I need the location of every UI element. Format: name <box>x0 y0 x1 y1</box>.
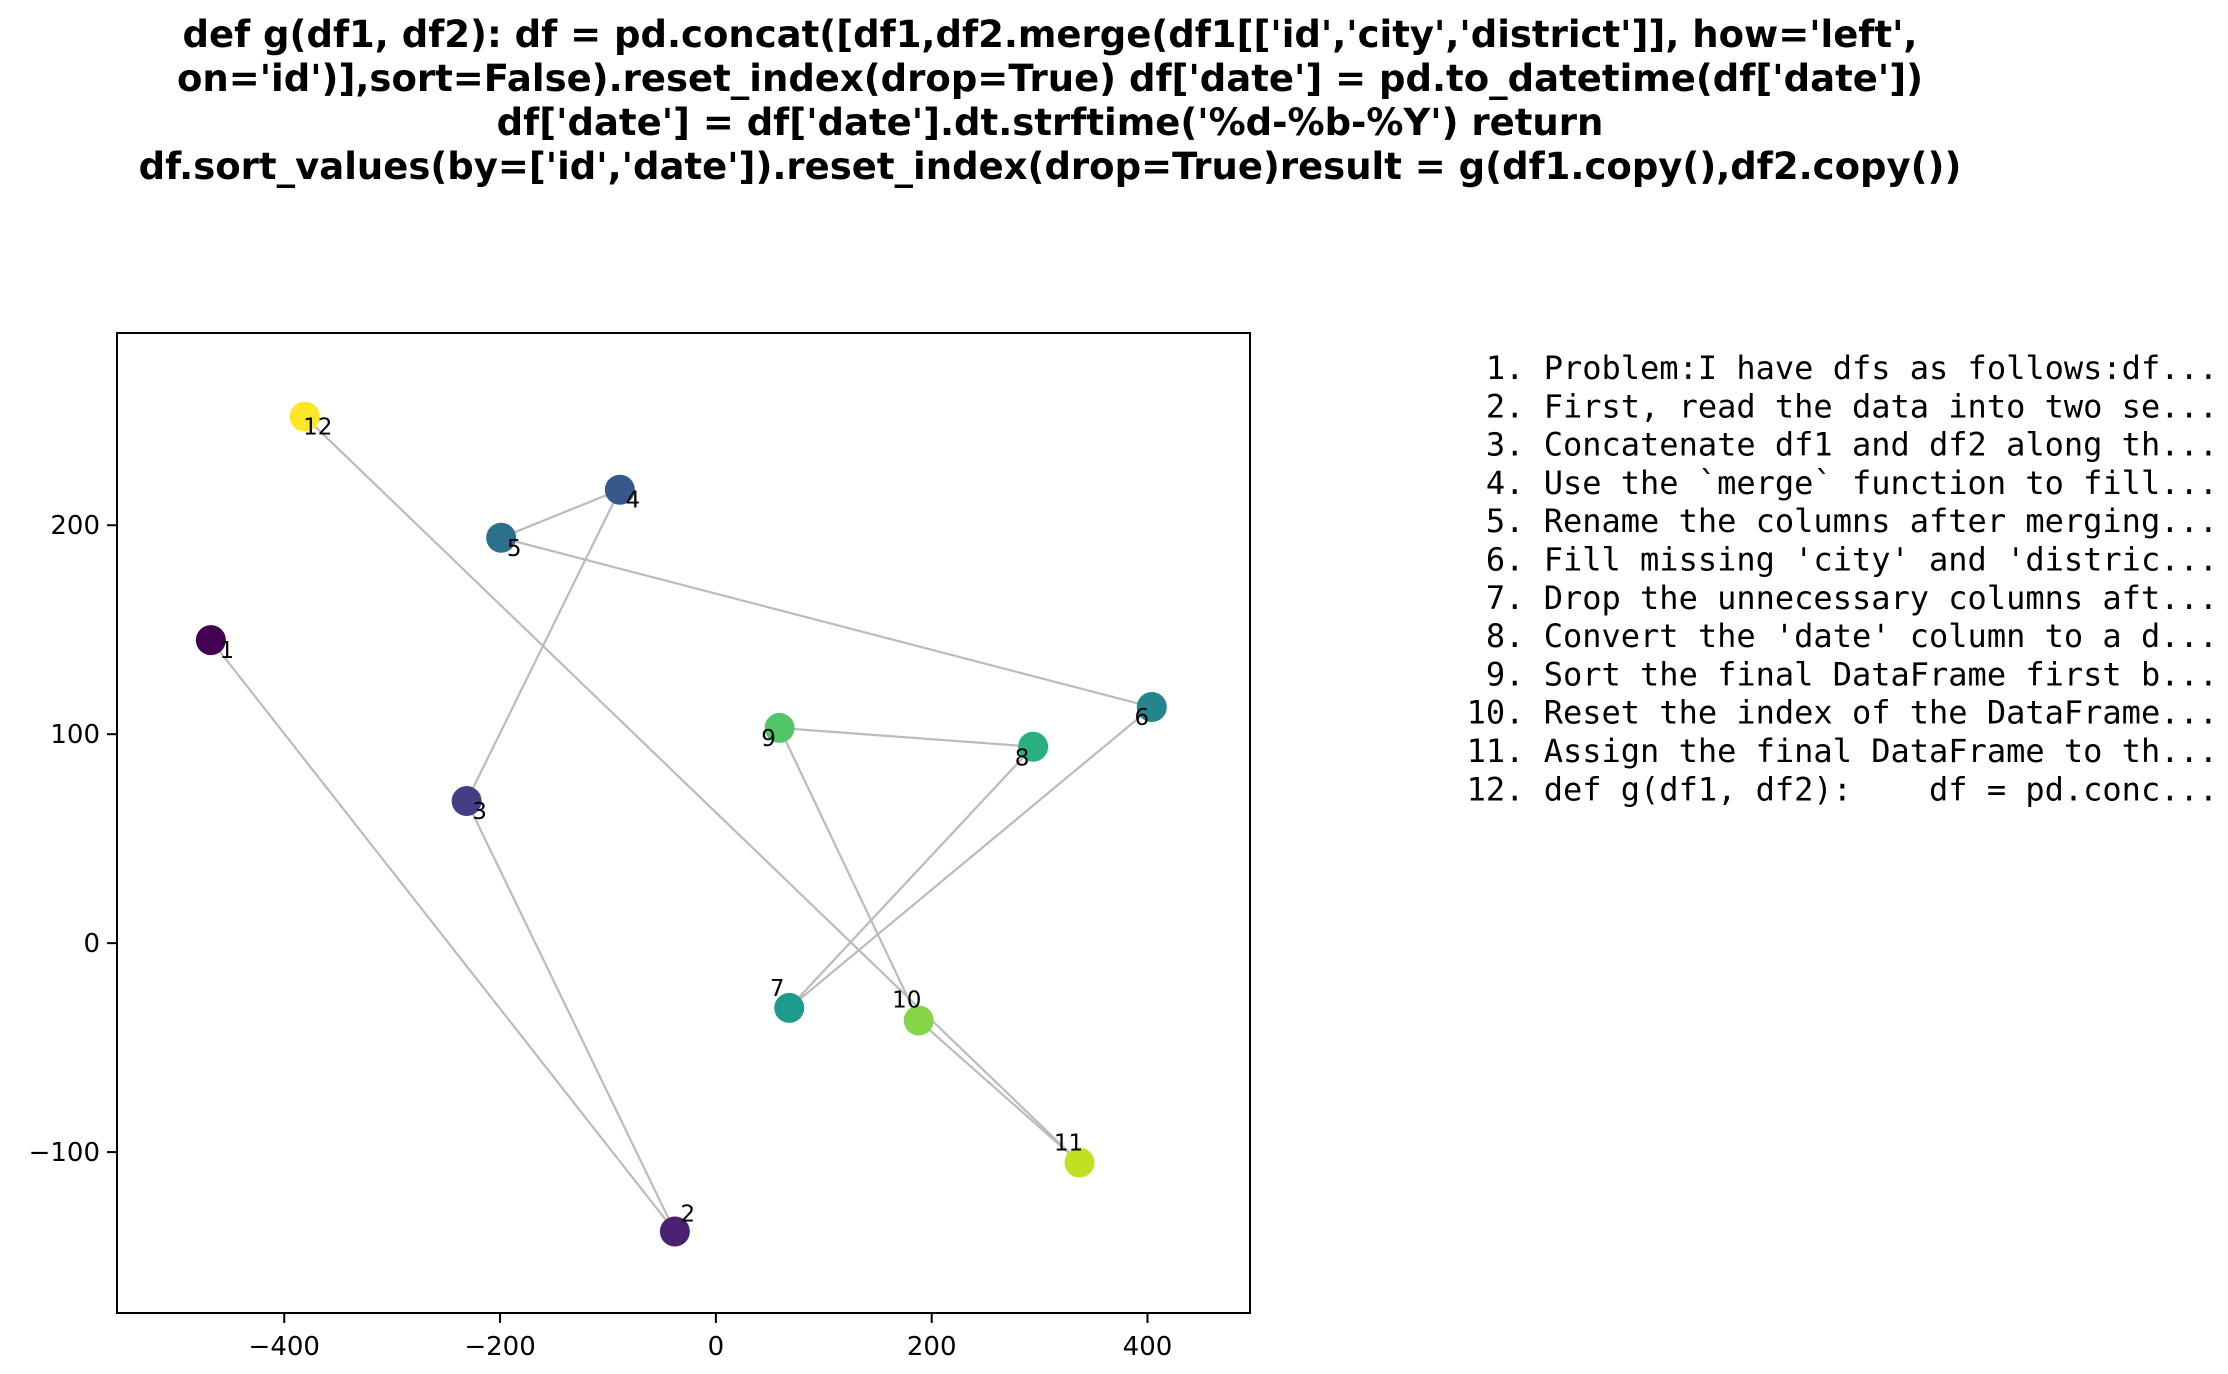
data-point <box>1018 731 1049 762</box>
point-label: 5 <box>507 536 522 562</box>
connector-line <box>778 727 920 1021</box>
title-line: df.sort_values(by=['id','date']).reset_i… <box>139 145 1962 188</box>
step-item: 12. def g(df1, df2): df = pd.conc... <box>1467 770 2218 808</box>
data-point <box>1136 692 1167 723</box>
data-point <box>659 1216 690 1247</box>
connector-line <box>779 726 1034 748</box>
x-tick-label: 400 <box>1123 1332 1173 1362</box>
point-label: 8 <box>1015 746 1030 772</box>
point-label: 3 <box>472 799 487 825</box>
point-label: 2 <box>681 1202 696 1228</box>
data-point <box>451 786 482 817</box>
step-item: 11. Assign the final DataFrame to th... <box>1467 732 2218 770</box>
connector-line <box>210 639 676 1233</box>
connector-line <box>303 415 1081 1164</box>
y-tick-label: 200 <box>50 511 100 541</box>
x-tick-label: 0 <box>708 1332 725 1362</box>
x-tick-label: −200 <box>464 1332 535 1362</box>
data-points <box>195 401 1167 1247</box>
connector-line <box>788 745 1034 1009</box>
step-item: 3. Concatenate df1 and df2 along th... <box>1467 426 2218 464</box>
point-label: 1 <box>220 638 235 664</box>
point-label: 10 <box>892 987 921 1013</box>
data-point <box>903 1005 934 1036</box>
step-item: 6. Fill missing 'city' and 'distric... <box>1467 541 2218 579</box>
point-label: 4 <box>626 488 641 514</box>
step-item: 10. Reset the index of the DataFrame... <box>1467 694 2218 732</box>
data-point <box>486 522 517 553</box>
step-item: 4. Use the `merge` function to fill... <box>1467 464 2218 502</box>
chart-title: def g(df1, df2): df = pd.concat([df1,df2… <box>139 13 1962 188</box>
x-tick-label: 200 <box>907 1332 957 1362</box>
step-item: 7. Drop the unnecessary columns aft... <box>1467 579 2218 617</box>
data-point <box>1064 1147 1095 1178</box>
data-point <box>604 474 635 505</box>
steps-list: 1. Problem:I have dfs as follows:df... 2… <box>1467 349 2218 808</box>
point-label: 6 <box>1134 705 1149 731</box>
step-item: 9. Sort the final DataFrame first b... <box>1467 655 2218 693</box>
connector-line <box>500 536 1153 709</box>
title-line: def g(df1, df2): df = pd.concat([df1,df2… <box>183 13 1918 56</box>
y-axis: −100 0 100 200 <box>29 511 117 1168</box>
x-axis: −400 −200 0 200 400 <box>249 1313 1173 1362</box>
point-label: 12 <box>303 415 332 441</box>
step-item: 1. Problem:I have dfs as follows:df... <box>1467 349 2218 387</box>
plot-frame <box>116 332 1251 1314</box>
point-label: 7 <box>770 976 785 1002</box>
data-point <box>195 625 226 656</box>
step-item: 8. Convert the 'date' column to a d... <box>1467 617 2218 655</box>
connector-line <box>918 1019 1081 1164</box>
title-line: df['date'] = df['date'].dt.strftime('%d-… <box>497 101 1604 144</box>
y-tick-label: 100 <box>50 720 100 750</box>
title-line: on='id')],sort=False).reset_index(drop=T… <box>177 57 1923 100</box>
x-tick-label: −400 <box>249 1332 320 1362</box>
data-point <box>774 992 805 1023</box>
step-item: 5. Rename the columns after merging... <box>1467 502 2218 540</box>
connector-line <box>788 706 1153 1009</box>
point-label: 11 <box>1054 1131 1083 1157</box>
connector-line <box>465 800 676 1232</box>
data-point <box>289 401 320 432</box>
y-tick-label: −100 <box>29 1138 100 1168</box>
connector-lines <box>210 415 1153 1233</box>
point-label: 9 <box>761 726 776 752</box>
connector-line <box>500 488 621 539</box>
data-point <box>764 712 795 743</box>
step-item: 2. First, read the data into two se... <box>1467 387 2218 425</box>
y-tick-label: 0 <box>83 929 100 959</box>
